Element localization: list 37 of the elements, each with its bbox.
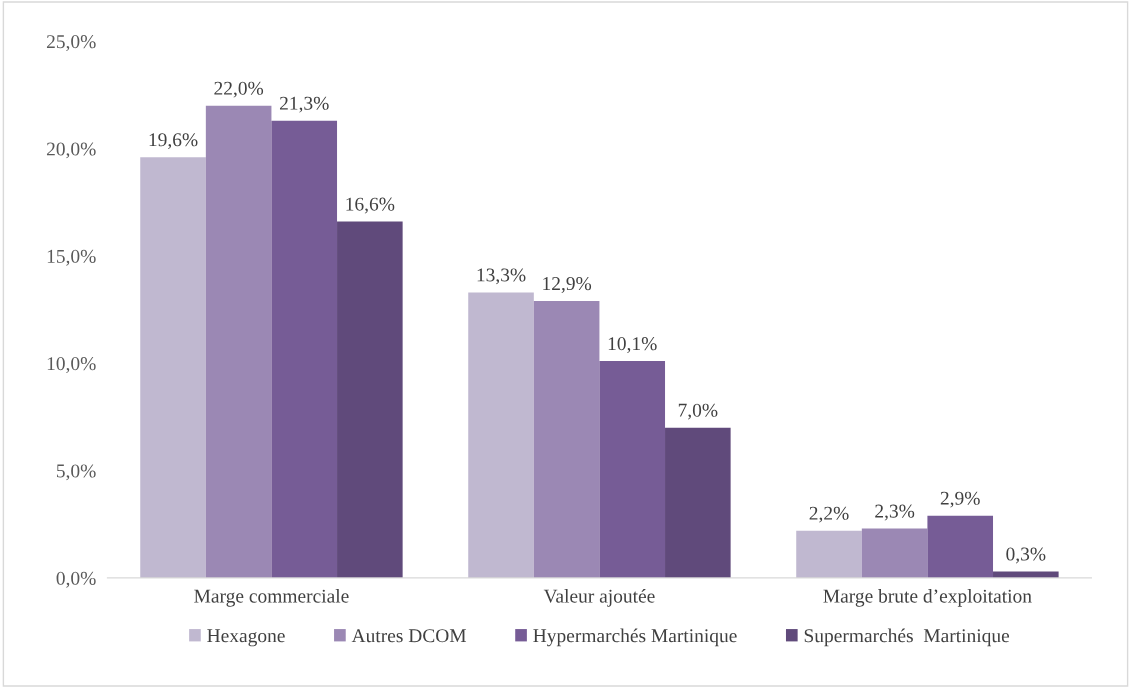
legend-label: Autres DCOM xyxy=(351,629,467,643)
bar xyxy=(993,571,1059,578)
bar xyxy=(665,427,731,578)
legend-label: Supermarchés Martinique xyxy=(804,628,1010,647)
y-tick-label: 5,0% xyxy=(56,464,96,481)
bar xyxy=(599,361,666,578)
y-tick-label: 25,0% xyxy=(46,35,96,52)
bar xyxy=(205,105,272,578)
data-label: 0,3% xyxy=(1006,547,1046,564)
legend-label: Hexagone xyxy=(207,629,285,647)
data-label: 2,3% xyxy=(875,504,915,521)
bar xyxy=(468,292,534,578)
data-label: 2,2% xyxy=(809,506,849,523)
data-label: 2,9% xyxy=(940,491,980,508)
legend-label: Hypermarchés Martinique xyxy=(533,628,737,647)
y-tick-label: 20,0% xyxy=(46,142,96,159)
data-label: 16,6% xyxy=(346,197,395,214)
x-tick-label: Marge commerciale xyxy=(194,589,349,607)
x-tick-label: Valeur ajoutée xyxy=(543,589,655,607)
bar xyxy=(861,528,928,578)
bar xyxy=(927,515,994,578)
data-label: 21,3% xyxy=(279,96,329,113)
bar xyxy=(337,221,403,578)
y-tick-label: 10,0% xyxy=(47,357,96,373)
y-tick-label: 0,0% xyxy=(56,571,96,588)
data-label: 22,0% xyxy=(214,81,264,98)
data-label: 7,0% xyxy=(678,403,718,420)
bar xyxy=(271,120,338,578)
bar xyxy=(796,530,862,578)
y-tick-label: 15,0% xyxy=(47,249,96,266)
bar xyxy=(533,301,600,578)
data-label: 19,6% xyxy=(149,133,198,150)
data-label: 13,3% xyxy=(477,268,526,285)
bar xyxy=(140,157,206,578)
data-label: 12,9% xyxy=(543,277,592,293)
data-label: 10,1% xyxy=(608,337,657,354)
x-tick-label: Marge brute d’exploitation xyxy=(823,589,1032,607)
